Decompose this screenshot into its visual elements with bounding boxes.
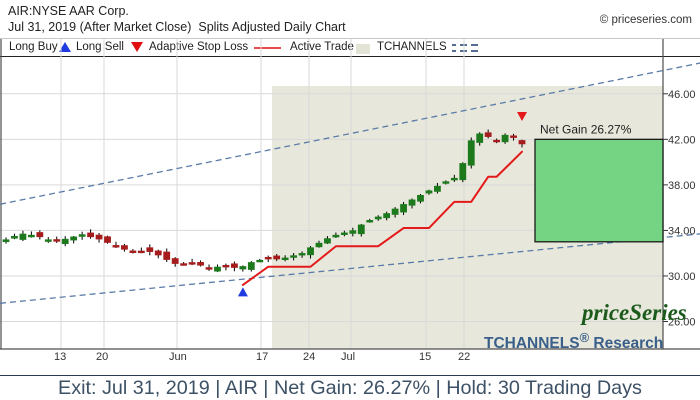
svg-text:42.00: 42.00: [668, 134, 696, 146]
svg-text:30.00: 30.00: [668, 271, 696, 283]
svg-text:46.00: 46.00: [668, 89, 696, 101]
svg-text:38.00: 38.00: [668, 180, 696, 192]
svg-text:Net Gain 26.27%: Net Gain 26.27%: [540, 122, 632, 136]
svg-text:34.00: 34.00: [668, 225, 696, 237]
